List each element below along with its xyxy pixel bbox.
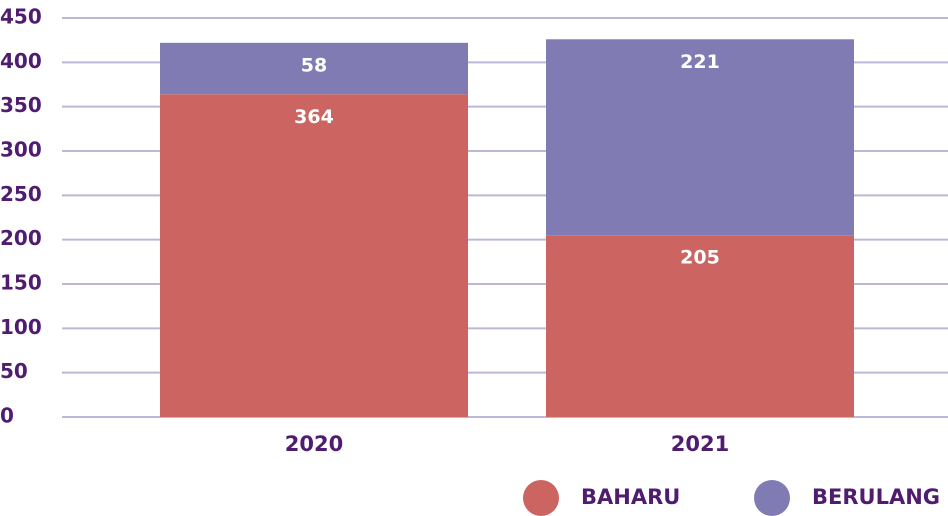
y-tick-label: 50 <box>0 359 28 383</box>
y-tick-label: 250 <box>0 182 42 206</box>
legend-swatch <box>523 480 559 516</box>
x-tick-label: 2020 <box>285 432 343 456</box>
x-tick-label: 2021 <box>671 432 729 456</box>
legend-swatch <box>754 480 790 516</box>
y-tick-label: 200 <box>0 226 42 250</box>
bar-segment <box>546 235 854 417</box>
value-label: 364 <box>294 106 334 128</box>
bar-segment <box>546 39 854 236</box>
value-label: 221 <box>680 51 720 73</box>
legend-label: BAHARU <box>581 485 680 509</box>
y-tick-label: 0 <box>0 404 14 428</box>
y-tick-label: 350 <box>0 93 42 117</box>
value-label: 58 <box>301 54 327 76</box>
y-tick-label: 450 <box>0 5 42 29</box>
y-tick-label: 400 <box>0 49 42 73</box>
y-tick-label: 300 <box>0 138 42 162</box>
y-tick-label: 100 <box>0 315 42 339</box>
bar-segment <box>160 42 468 95</box>
bar-segment <box>160 94 468 418</box>
value-label: 205 <box>680 247 720 269</box>
y-tick-label: 150 <box>0 271 42 295</box>
legend-label: BERULANG <box>812 485 940 509</box>
